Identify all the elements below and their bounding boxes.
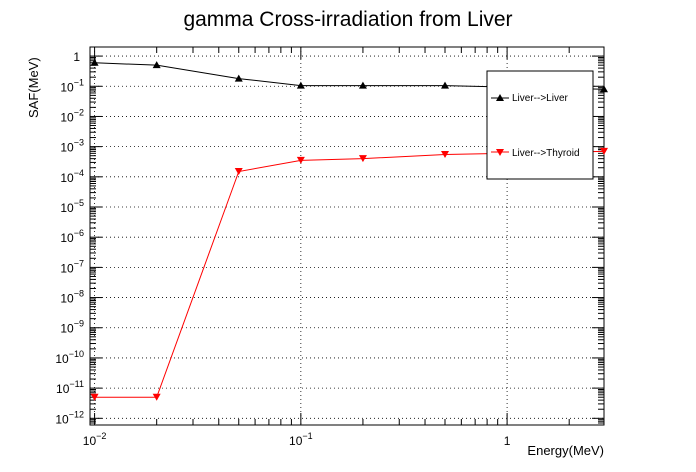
data-point [90,58,99,66]
x-tick-label: 10−1 [289,431,313,448]
legend: Liver-->Liver Liver-->Thyroid [486,70,594,180]
y-tick-label: 10−7 [60,258,84,275]
data-point [600,147,608,155]
data-point [234,74,243,82]
x-tick-label: 10−2 [83,431,107,448]
y-tick-label: 10−12 [55,409,84,426]
data-point [600,85,608,93]
legend-marker-liver-liver [496,94,504,101]
y-tick-label: 10−5 [60,198,84,215]
y-tick-label: 10−11 [56,379,84,396]
legend-marker-liver-thyroid [496,149,504,156]
chart-title: gamma Cross-irradiation from Liver [183,8,512,31]
y-tick-label: 10−4 [60,168,84,185]
data-point [441,150,450,158]
data-point [296,156,305,164]
y-tick-label: 10−2 [60,107,84,124]
y-axis-label: SAF(MeV) [26,57,41,118]
y-tick-label: 10−3 [60,138,84,155]
y-tick-label: 1 [73,50,80,64]
data-point [441,81,450,89]
data-point [152,61,161,69]
data-point [234,168,243,176]
series [90,58,608,401]
series-line [94,150,605,398]
x-tick-label: 1 [504,434,511,448]
data-point [358,81,367,89]
y-tick-label: 10−6 [60,228,84,245]
data-point [90,393,99,401]
legend-label-liver-liver: Liver-->Liver [512,93,569,104]
series-1 [90,58,608,93]
series-2 [90,147,608,401]
x-tick-labels: 10−2 10−1 1 [83,431,511,448]
y-tick-label: 10−9 [60,319,84,336]
y-tick-label: 10−10 [55,349,84,366]
plot-frame [89,46,605,426]
data-point [296,81,305,89]
legend-box [486,70,594,180]
data-point [152,393,161,401]
y-tick-label: 10−1 [60,77,84,94]
y-tick-label: 10−8 [60,289,84,306]
legend-label-liver-thyroid: Liver-->Thyroid [512,148,580,159]
data-point [358,155,367,163]
grid [90,47,604,425]
y-tick-labels: 1 10−1 10−2 10−3 10−4 10−5 10−6 10−7 10−8 10−9 10−… [55,50,84,426]
x-axis-label: Energy(MeV) [527,443,604,458]
